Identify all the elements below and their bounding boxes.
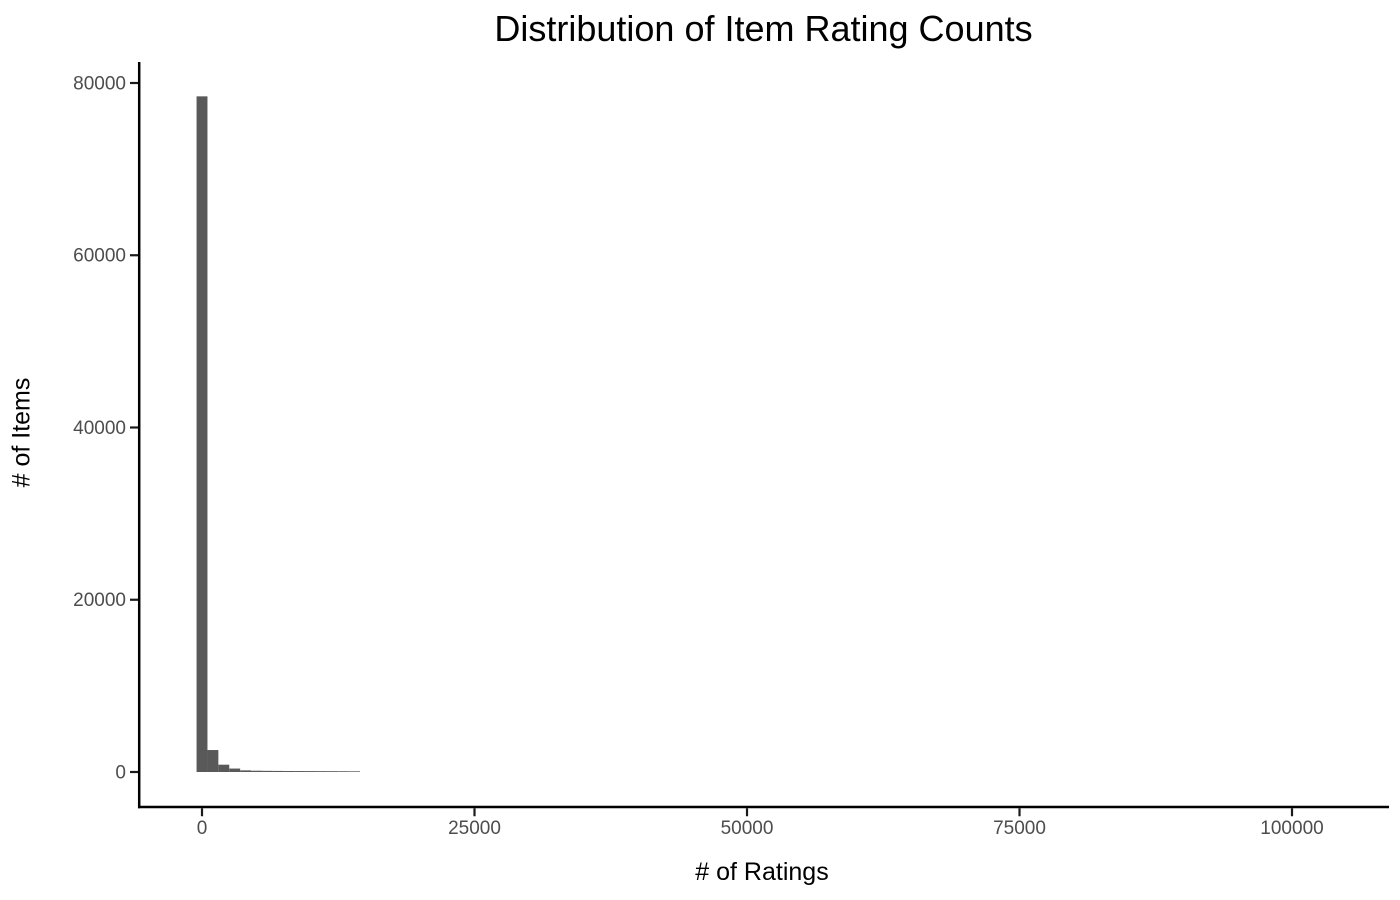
y-axis-title: # of Items: [7, 377, 36, 488]
histogram-bar: [349, 771, 361, 772]
chart-title: Distribution of Item Rating Counts: [494, 8, 1033, 49]
axes: [137, 62, 1389, 809]
x-tick-label: 25000: [448, 818, 501, 839]
histogram-bar: [327, 771, 339, 772]
histogram-bar: [251, 770, 262, 772]
axis-ticks: [130, 81, 1294, 817]
histogram-bars: [196, 96, 361, 773]
y-tick-label: 60000: [73, 246, 126, 267]
x-tick-label: 100000: [1260, 818, 1323, 839]
histogram-bar: [305, 771, 317, 772]
x-tick-label: 75000: [993, 818, 1046, 839]
histogram-bar: [207, 750, 219, 772]
histogram-bar: [196, 96, 208, 773]
histogram-bar: [229, 768, 241, 772]
histogram-bar: [272, 770, 284, 772]
histogram-bar: [240, 770, 252, 772]
y-tick-label: 20000: [73, 590, 126, 611]
histogram-bar: [261, 770, 273, 772]
x-axis-title: # of Ratings: [695, 858, 829, 886]
y-tick-label: 40000: [73, 418, 126, 439]
y-tick-label: 80000: [73, 73, 126, 94]
histogram-bar: [283, 771, 295, 772]
x-tick-label: 50000: [721, 818, 774, 839]
histogram-bar: [338, 771, 350, 772]
y-tick-label: 0: [115, 762, 126, 783]
axis-tick-labels: 0 25000 50000 75000 100000 0 20000 40000 60000 80…: [73, 73, 1324, 839]
histogram-bar: [218, 764, 230, 772]
histogram-bar: [294, 771, 306, 772]
x-tick-label: 0: [197, 818, 208, 839]
histogram-bar: [316, 771, 328, 772]
